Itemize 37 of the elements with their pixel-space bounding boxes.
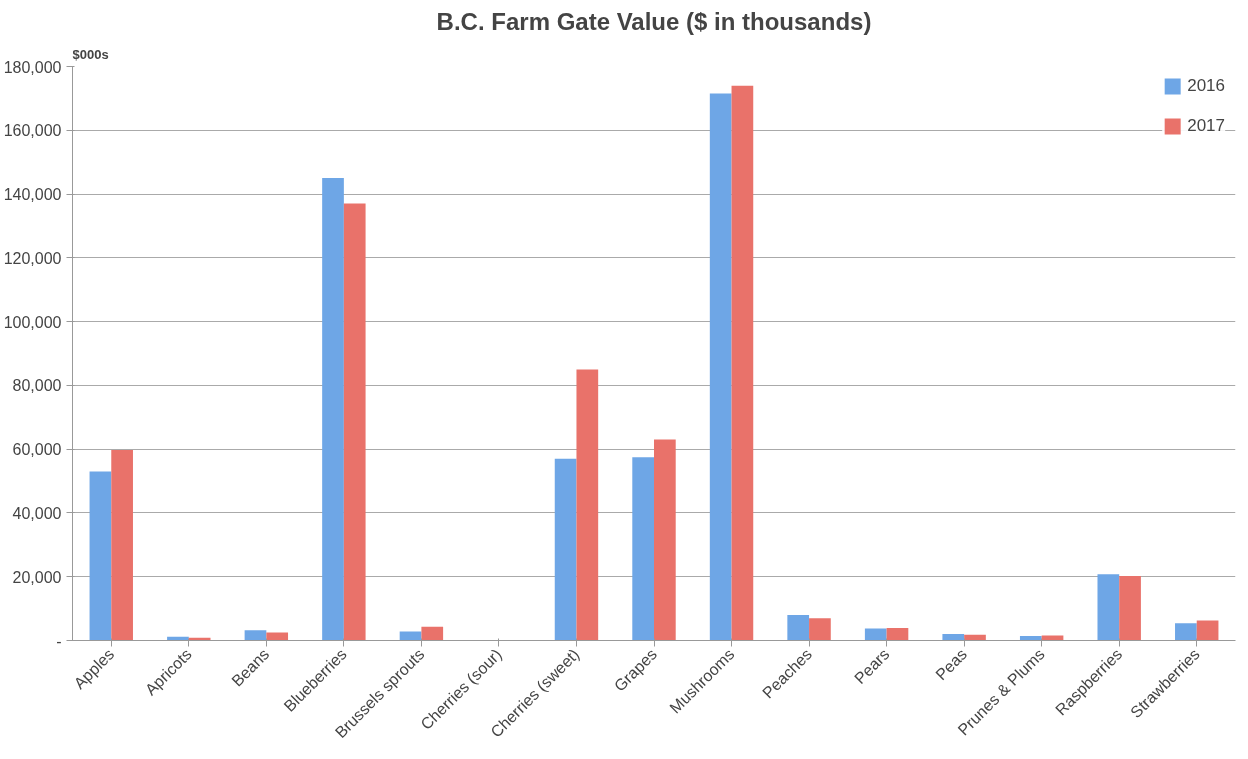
y-axis-title: $000s	[72, 46, 109, 62]
bar	[654, 439, 676, 641]
bar	[554, 458, 577, 641]
bar	[111, 450, 133, 641]
bar	[1175, 623, 1197, 641]
bar	[576, 369, 599, 641]
y-tick-label: -	[56, 632, 62, 650]
bar	[787, 614, 810, 641]
bar	[864, 628, 887, 641]
bar	[322, 178, 344, 641]
bar	[632, 457, 654, 641]
bar	[731, 85, 754, 641]
chart-title: B.C. Farm Gate Value ($ in thousands)	[436, 7, 872, 35]
y-tick-label: 20,000	[12, 568, 62, 586]
bar	[709, 93, 732, 641]
bar	[343, 203, 366, 641]
bar	[1119, 576, 1141, 641]
bar	[1019, 636, 1042, 641]
y-tick-label: 60,000	[12, 441, 62, 459]
bar	[1196, 620, 1219, 641]
y-tick-label: 100,000	[3, 313, 62, 331]
y-tick-label: 120,000	[3, 249, 62, 267]
bar	[89, 471, 112, 641]
bar	[942, 634, 965, 641]
bar	[1097, 574, 1120, 641]
legend-label: 2016	[1187, 76, 1225, 96]
y-tick-label: 180,000	[3, 58, 62, 76]
bar	[1041, 635, 1064, 641]
bar	[244, 630, 267, 641]
y-tick-label: 160,000	[3, 122, 62, 140]
y-tick-label: 40,000	[12, 504, 62, 522]
bar	[421, 626, 444, 641]
bar	[809, 618, 831, 641]
legend-label: 2017	[1187, 116, 1225, 136]
y-tick-label: 80,000	[12, 377, 62, 395]
bar	[886, 628, 909, 641]
y-tick-label: 140,000	[3, 186, 62, 204]
